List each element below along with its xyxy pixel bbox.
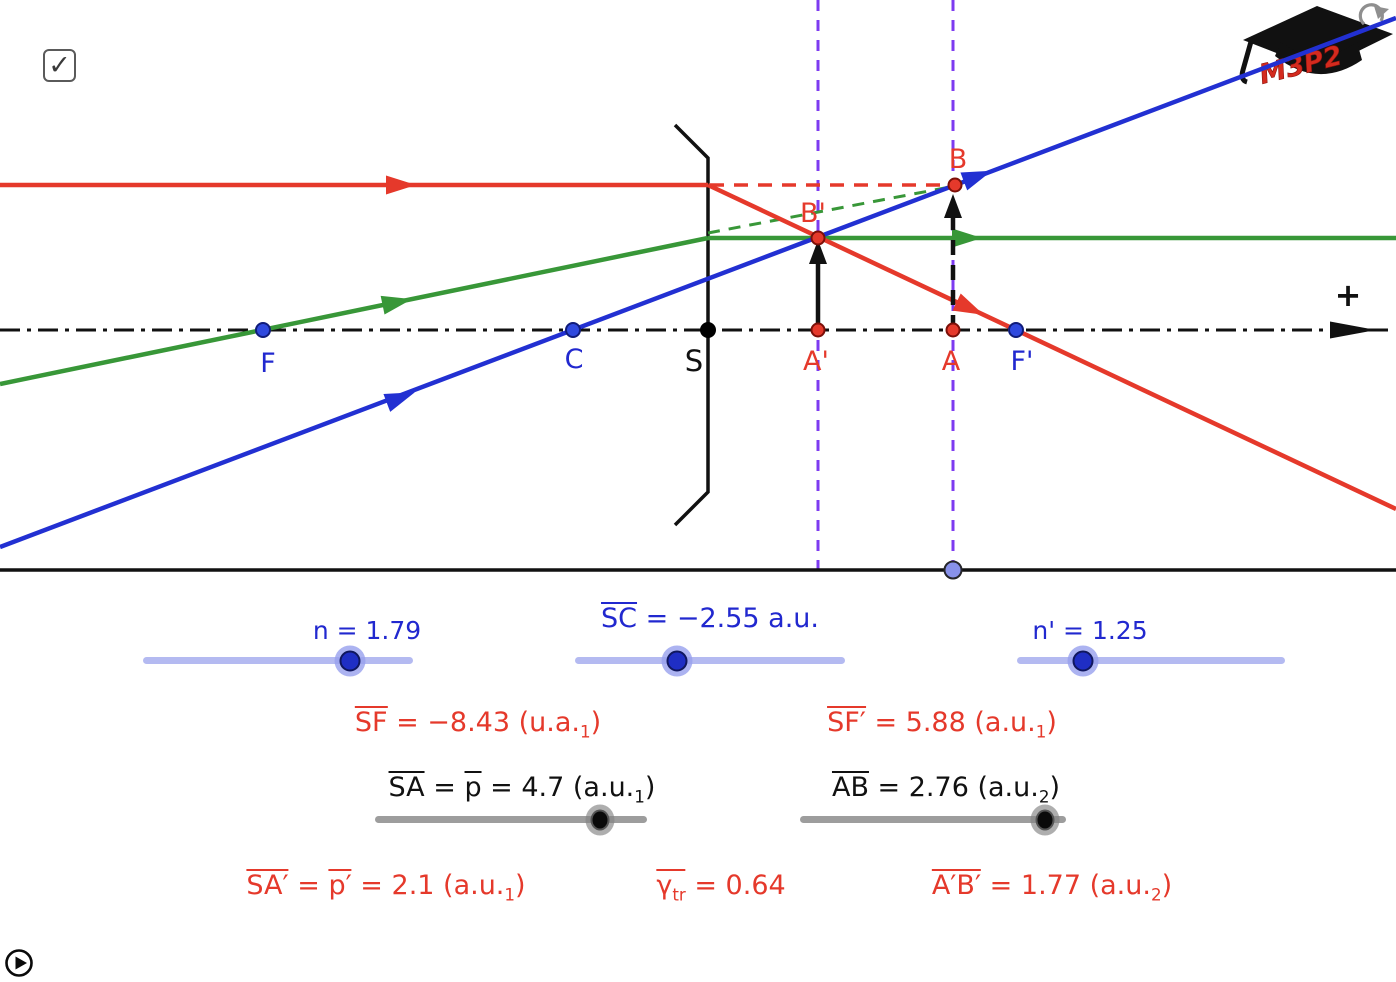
label-A: A bbox=[942, 346, 961, 377]
label-C: C bbox=[565, 344, 584, 375]
n-slider-label: n = 1.79 bbox=[312, 616, 422, 645]
m3p2-logo: M3P2 bbox=[1239, 6, 1393, 91]
n-prime-slider-label: n' = 1.25 bbox=[1032, 616, 1148, 645]
n-prime-slider[interactable] bbox=[1017, 650, 1285, 671]
draggable-purple-point[interactable] bbox=[943, 560, 963, 580]
label-B-prime: B' bbox=[800, 198, 826, 229]
black-arrowhead-icon bbox=[809, 240, 827, 264]
sc-slider[interactable] bbox=[575, 650, 845, 671]
n-slider[interactable] bbox=[143, 650, 413, 671]
graduation-cap-band bbox=[1275, 42, 1362, 75]
sf-prime-value: SF′ = 5.88 (a.u.1) bbox=[827, 706, 1057, 742]
ab-slider[interactable] bbox=[800, 809, 1066, 830]
n-slider-knob[interactable] bbox=[339, 650, 361, 671]
ab-slider-knob[interactable] bbox=[1035, 809, 1055, 830]
sf-value: SF = −8.43 (u.a.1) bbox=[354, 706, 602, 742]
red-arrowhead-icon bbox=[952, 293, 984, 315]
black-arrowhead-icon bbox=[944, 194, 962, 218]
play-button[interactable] bbox=[5, 949, 33, 977]
label-A-prime: A' bbox=[803, 346, 829, 377]
label-F: F bbox=[260, 348, 276, 379]
axis-arrowhead-icon bbox=[1330, 321, 1376, 339]
green-arrowhead-icon bbox=[952, 228, 982, 248]
checkmark-icon: ✓ bbox=[48, 50, 71, 81]
point-F-prime[interactable] bbox=[1008, 322, 1024, 338]
label-B: B bbox=[949, 144, 968, 175]
play-icon bbox=[15, 956, 27, 970]
green-dashed-extension bbox=[707, 185, 951, 235]
n-prime-slider-knob[interactable] bbox=[1072, 650, 1094, 671]
sa-prime-value: SA′ = p′ = 2.1 (a.u.1) bbox=[246, 869, 526, 905]
show-construction-checkbox[interactable]: ✓ bbox=[43, 49, 76, 82]
point-A-prime[interactable] bbox=[810, 322, 826, 338]
blue-arrowhead-icon bbox=[960, 170, 992, 191]
blue-center-ray bbox=[0, 15, 1396, 550]
label-F-prime: F' bbox=[1011, 346, 1034, 377]
point-F[interactable] bbox=[255, 322, 271, 338]
point-B[interactable] bbox=[947, 177, 963, 193]
green-arrowhead-icon bbox=[380, 295, 412, 315]
point-C[interactable] bbox=[565, 322, 581, 338]
sa-slider[interactable] bbox=[375, 809, 647, 830]
reset-button[interactable] bbox=[1358, 3, 1389, 26]
sa-slider-knob[interactable] bbox=[590, 809, 610, 830]
label-S: S bbox=[685, 344, 703, 378]
refresh-arrowhead-icon bbox=[1374, 6, 1389, 19]
point-S[interactable] bbox=[700, 322, 716, 338]
a-prime-b-prime-value: A′B′ = 1.77 (a.u.2) bbox=[931, 869, 1173, 905]
sc-slider-knob[interactable] bbox=[666, 650, 688, 671]
point-B-prime[interactable] bbox=[810, 230, 826, 246]
image-arrow-A-prime-B-prime bbox=[809, 240, 827, 330]
ab-value: AB = 2.76 (a.u.2) bbox=[831, 771, 1061, 807]
sc-slider-label: SC = −2.55 a.u. bbox=[601, 602, 819, 634]
point-A[interactable] bbox=[945, 322, 961, 338]
positive-direction-sign: + bbox=[1335, 276, 1362, 314]
blue-arrowhead-icon bbox=[383, 392, 415, 412]
red-arrowhead-icon bbox=[386, 175, 416, 195]
sa-value: SA = p = 4.7 (a.u.1) bbox=[388, 771, 656, 807]
gamma-tr-value: γtr = 0.64 bbox=[656, 869, 786, 905]
object-arrow-A-B bbox=[944, 194, 962, 330]
